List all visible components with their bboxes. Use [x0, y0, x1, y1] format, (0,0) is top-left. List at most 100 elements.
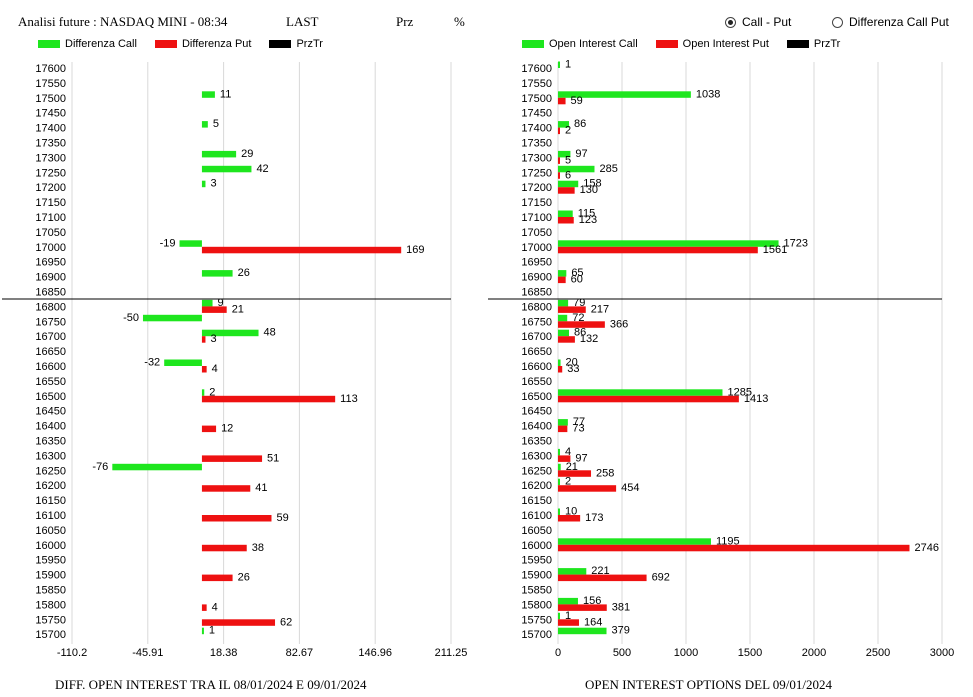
right-bar-put: [558, 619, 579, 626]
left-y-tick-label: 17050: [35, 227, 66, 239]
left-bar-call: [112, 463, 202, 471]
right-data-label: 164: [584, 616, 602, 628]
right-y-tick-label: 16650: [521, 346, 552, 358]
right-y-tick-label: 15700: [521, 629, 552, 641]
col-prz-label: Prz: [396, 14, 414, 29]
legend-item-call: Differenza Call: [38, 38, 137, 50]
right-y-tick-label: 16450: [521, 406, 552, 418]
right-bar-call: [558, 91, 691, 98]
left-data-label: -32: [144, 357, 160, 369]
right-data-label: 123: [579, 214, 597, 226]
right-data-label: 60: [571, 274, 583, 286]
right-x-tick-label: 0: [555, 647, 561, 659]
right-y-tick-label: 16800: [521, 301, 552, 313]
right-bar-call: [558, 568, 587, 575]
right-y-tick-label: 16200: [521, 480, 552, 492]
radio-diff-call-put[interactable]: Differenza Call Put: [832, 15, 949, 29]
left-bar-put: [201, 485, 251, 492]
right-y-tick-label: 16350: [521, 436, 552, 448]
right-bar-put: [558, 604, 607, 611]
right-y-tick-label: 16950: [521, 257, 552, 269]
right-chart-title: OPEN INTEREST OPTIONS DEL 09/01/2024: [585, 677, 832, 692]
right-y-tick-label: 17600: [521, 63, 552, 75]
right-data-label: 73: [572, 423, 584, 435]
left-bar-call: [201, 165, 252, 173]
right-data-label: 173: [585, 512, 603, 524]
left-y-tick-label: 17550: [35, 78, 66, 90]
right-data-label: 217: [591, 303, 609, 315]
left-y-tick-label: 17500: [35, 93, 66, 105]
right-bar-call: [558, 463, 561, 471]
right-data-label: 59: [571, 95, 583, 107]
right-y-tick-label: 16150: [521, 495, 552, 507]
left-y-tick-label: 16200: [35, 480, 66, 492]
left-data-label: 21: [232, 303, 244, 315]
right-data-label: 221: [591, 565, 609, 577]
right-bar-call: [558, 538, 711, 545]
right-y-tick-label: 17200: [521, 182, 552, 194]
left-y-tick-label: 17400: [35, 123, 66, 135]
left-bar-put: [201, 544, 247, 552]
legend-item-oi-call: Open Interest Call: [522, 38, 638, 50]
right-data-label: 97: [575, 148, 587, 160]
left-x-tick-label: 82.67: [286, 647, 314, 659]
left-data-label: 113: [340, 393, 358, 405]
right-data-label: 1038: [696, 88, 720, 100]
left-y-tick-label: 15750: [35, 614, 66, 626]
right-x-tick-label: 3000: [930, 647, 954, 659]
left-bar-put: [201, 395, 336, 403]
left-bar-put: [201, 619, 276, 626]
legend-item-oi-put: Open Interest Put: [655, 38, 769, 50]
right-data-label: 4: [565, 446, 571, 458]
right-bar-put: [558, 127, 560, 135]
right-y-tick-label: 16500: [521, 391, 552, 403]
left-y-tick-label: 16550: [35, 376, 66, 388]
right-bar-call: [558, 508, 560, 515]
left-bar-put: [201, 306, 227, 313]
left-data-label: 5: [213, 118, 219, 130]
left-y-tick-label: 17100: [35, 212, 66, 224]
radio-selected-icon[interactable]: [725, 16, 736, 28]
right-data-label: 1195: [716, 535, 740, 547]
right-data-label: 5: [565, 154, 571, 166]
radio-unselected-icon[interactable]: [832, 16, 843, 28]
left-data-label: -50: [123, 312, 139, 324]
right-y-tick-label: 17400: [521, 123, 552, 135]
left-y-tick-label: 17250: [35, 167, 66, 179]
left-bar-call: [201, 150, 237, 158]
right-y-tick-label: 17350: [521, 138, 552, 150]
right-x-tick-label: 500: [613, 647, 631, 659]
left-x-tick-label: -110.2: [57, 647, 87, 659]
right-bar-put: [558, 306, 586, 313]
right-data-label: 130: [580, 184, 598, 196]
left-data-label: 62: [280, 616, 292, 628]
right-data-label: 65: [571, 267, 583, 279]
left-bar-call: [201, 180, 206, 188]
radio-call-put[interactable]: Call - Put: [725, 15, 791, 29]
left-bar-call: [201, 627, 204, 635]
right-data-label: 258: [596, 467, 614, 479]
right-data-label: 20: [566, 357, 578, 369]
left-y-tick-label: 17150: [35, 197, 66, 209]
right-data-label: 115: [578, 208, 596, 220]
left-data-label: 11: [220, 88, 231, 100]
right-bar-put: [558, 276, 566, 284]
left-data-label: 9: [218, 297, 224, 309]
left-data-label: 4: [212, 601, 218, 613]
left-y-tick-label: 16400: [35, 421, 66, 433]
left-bar-put: [201, 425, 217, 433]
left-bar-call: [201, 299, 213, 307]
left-data-label: 41: [255, 482, 267, 494]
legend-item-prztr: PrzTr: [269, 38, 323, 50]
right-data-label: 1413: [744, 393, 768, 405]
right-data-label: 6: [565, 169, 571, 181]
right-bar-put: [558, 172, 560, 179]
legend-left: Differenza Call Differenza Put PrzTr: [38, 38, 341, 50]
left-y-tick-label: 16800: [35, 301, 66, 313]
right-data-label: 454: [621, 482, 639, 494]
right-data-label: 86: [574, 118, 586, 130]
left-y-tick-label: 17300: [35, 152, 66, 164]
left-bar-put: [201, 455, 263, 462]
right-bar-put: [558, 336, 575, 343]
legend-item-put: Differenza Put: [154, 38, 251, 50]
